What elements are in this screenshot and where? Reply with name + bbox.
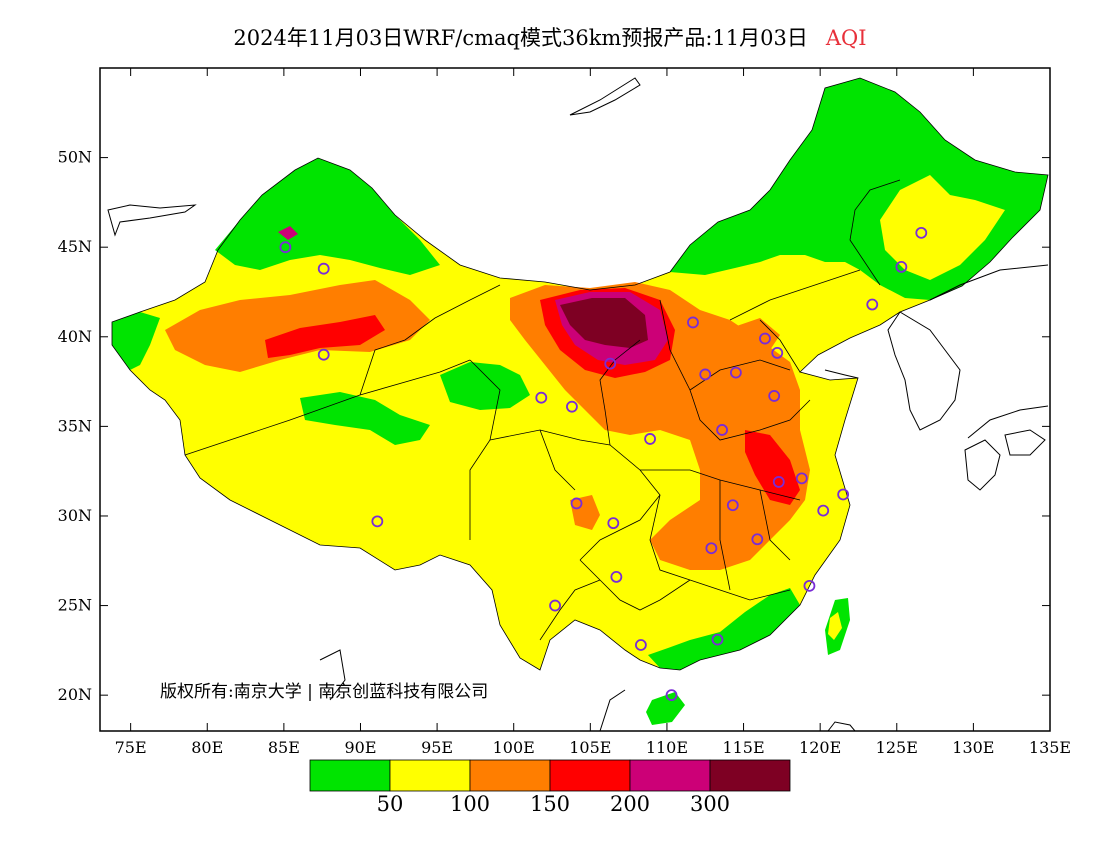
legend-label: 300 — [689, 792, 731, 816]
maroon-zone-core — [560, 298, 648, 348]
copyright-text: 版权所有:南京大学 | 南京创蓝科技有限公司 — [160, 682, 488, 702]
city-station-marker — [604, 357, 617, 370]
legend-swatch — [309, 759, 391, 792]
x-tick-label: 90E — [344, 738, 376, 757]
y-tick-label: 40N — [58, 327, 92, 346]
legend-swatch — [629, 759, 711, 792]
y-tick-label: 45N — [58, 237, 92, 256]
city-station-marker — [716, 424, 728, 436]
yellow-zone-taiwan-coast — [828, 612, 842, 640]
red-zone-xinjiang — [265, 315, 385, 358]
city-station-marker — [607, 517, 620, 530]
city-station-marker — [837, 488, 850, 501]
coastlines — [107, 77, 1049, 731]
green-zone-hainan — [646, 692, 685, 725]
city-station-marker — [317, 262, 330, 275]
green-zone-xinjiang-north — [215, 158, 440, 275]
city-station-marker — [699, 368, 712, 381]
green-zone-south — [648, 588, 800, 670]
legend-swatch — [709, 759, 791, 792]
legend-label: 200 — [609, 792, 651, 816]
x-tick-label: 80E — [191, 738, 223, 757]
x-tick-label: 100E — [493, 738, 535, 757]
title-text: 2024年11月03日WRF/cmaq模式36km预报产品:11月03日 — [233, 26, 808, 50]
y-tick-label: 25N — [58, 596, 92, 615]
green-zone-northeast — [670, 78, 1048, 300]
x-tick-label: 95E — [421, 738, 453, 757]
green-zone-qinghai — [440, 362, 530, 410]
city-station-marker — [317, 348, 330, 361]
x-tick-label: 85E — [268, 738, 300, 757]
legend-swatch — [389, 759, 471, 792]
orange-zone-xinjiang — [165, 280, 430, 372]
map-area — [107, 77, 1049, 731]
orange-zone-sichuan — [570, 495, 600, 530]
city-station-marker — [711, 633, 724, 646]
color-legend — [309, 759, 791, 792]
city-stations — [279, 226, 928, 702]
y-axis: 20N 25N 30N 35N 40N 45N 50N — [58, 148, 1050, 704]
city-station-marker — [610, 570, 623, 583]
green-zone-xinjiang-west — [112, 312, 160, 370]
city-station-marker — [279, 241, 292, 254]
city-station-marker — [535, 391, 548, 404]
legend-label: 150 — [529, 792, 571, 816]
city-station-marker — [866, 298, 879, 311]
city-station-marker — [705, 542, 718, 555]
city-station-marker — [570, 497, 583, 510]
x-tick-label: 120E — [799, 738, 841, 757]
x-tick-label: 125E — [876, 738, 918, 757]
city-station-marker — [771, 347, 784, 359]
green-zone-tibet-north — [300, 392, 430, 445]
city-station-marker — [371, 515, 384, 528]
city-station-marker — [895, 260, 908, 273]
x-tick-label: 105E — [569, 738, 611, 757]
legend-label: 50 — [376, 792, 404, 816]
y-tick-label: 50N — [58, 148, 92, 167]
city-station-marker — [687, 316, 699, 329]
city-station-marker — [768, 390, 781, 402]
chart-title: 2024年11月03日WRF/cmaq模式36km预报产品:11月03日 AQI — [0, 22, 1100, 52]
city-station-marker — [751, 533, 764, 546]
x-tick-label: 135E — [1029, 738, 1071, 757]
legend-swatch — [469, 759, 551, 792]
city-station-marker — [665, 689, 678, 702]
map-frame — [99, 67, 1051, 732]
x-tick-label: 130E — [952, 738, 994, 757]
y-tick-label: 30N — [58, 506, 92, 525]
purple-zone-xinjiang — [278, 226, 298, 240]
legend-label: 100 — [449, 792, 491, 816]
city-station-marker — [759, 332, 771, 345]
x-axis: 75E 80E 85E 90E 95E 100E 105E 110E 115E 120E 125E 1… — [115, 68, 1071, 757]
city-station-marker — [549, 599, 561, 612]
x-tick-label: 115E — [722, 738, 764, 757]
city-station-marker — [772, 476, 785, 488]
city-station-marker — [566, 400, 578, 413]
y-tick-label: 35N — [58, 416, 92, 435]
y-tick-label: 20N — [58, 685, 92, 704]
yellow-zone-northeast — [880, 175, 1005, 280]
city-station-marker — [644, 433, 656, 445]
city-station-marker — [915, 226, 928, 239]
city-station-marker — [795, 472, 808, 485]
city-station-marker — [817, 504, 830, 517]
x-tick-label: 75E — [115, 738, 147, 757]
city-station-marker — [729, 366, 742, 379]
x-tick-label: 110E — [646, 738, 688, 757]
city-station-marker — [726, 499, 739, 512]
red-zone-central — [745, 430, 800, 505]
legend-swatch — [549, 759, 631, 792]
city-station-marker — [803, 579, 816, 592]
title-variable: AQI — [825, 26, 867, 50]
city-station-marker — [634, 639, 647, 651]
